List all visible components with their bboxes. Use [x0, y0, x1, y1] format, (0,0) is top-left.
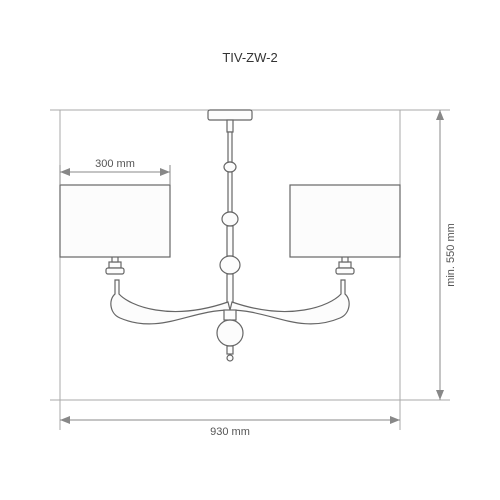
candle-left — [106, 256, 124, 274]
dim-shade-width: 300 mm — [60, 158, 170, 185]
shade-right — [290, 185, 400, 257]
dim-total-width: 930 mm — [60, 416, 400, 438]
dim-shade-width-label: 300 mm — [95, 158, 135, 170]
finial — [217, 310, 243, 361]
arm-right — [230, 280, 349, 324]
arm-left — [111, 280, 230, 324]
diagram-stage: { "title": "TIV-ZW-2", "title_fontsize":… — [0, 0, 500, 500]
dim-total-width-label: 930 mm — [210, 426, 250, 438]
canopy — [208, 110, 252, 120]
center-rod — [220, 120, 240, 310]
dim-height: min. 550 mm — [436, 110, 457, 400]
shade-left — [60, 185, 170, 257]
dim-height-label: min. 550 mm — [445, 223, 457, 287]
drawing: 300 mm 930 mm min. 550 mm — [0, 0, 500, 500]
candle-right — [336, 256, 354, 274]
